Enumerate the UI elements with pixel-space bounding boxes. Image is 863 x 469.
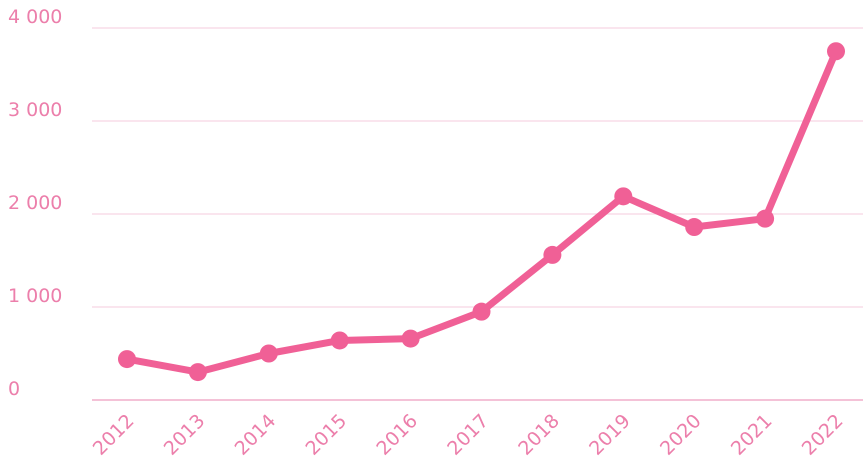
point xyxy=(118,350,136,369)
line xyxy=(126,49,840,376)
x-tick-label: 2018 xyxy=(514,410,564,460)
point xyxy=(330,331,349,350)
point xyxy=(543,245,562,264)
x-tick-label: 2013 xyxy=(160,410,210,460)
point xyxy=(401,329,420,348)
point xyxy=(685,218,704,237)
y-tick-label: 1 000 xyxy=(8,285,62,307)
point xyxy=(756,209,775,228)
point xyxy=(188,363,207,382)
point xyxy=(259,344,278,363)
y-tick-label: 0 xyxy=(8,378,20,400)
x-tick-label: 2015 xyxy=(301,410,351,460)
x-tick-label: 2012 xyxy=(89,410,139,460)
point xyxy=(614,187,633,206)
x-tick-label: 2019 xyxy=(585,410,635,460)
y-tick-label: 2 000 xyxy=(8,192,62,214)
x-tick-label: 2021 xyxy=(727,410,777,460)
y-tick-label: 3 000 xyxy=(8,99,62,121)
point xyxy=(827,42,845,61)
x-tick-label: 2020 xyxy=(656,410,706,460)
x-tick-label: 2016 xyxy=(372,410,422,460)
y-tick-label: 4 000 xyxy=(8,6,62,28)
x-tick-label: 2022 xyxy=(798,410,848,460)
point xyxy=(472,302,491,321)
x-tick-label: 2017 xyxy=(443,410,493,460)
x-tick-label: 2014 xyxy=(231,410,281,460)
